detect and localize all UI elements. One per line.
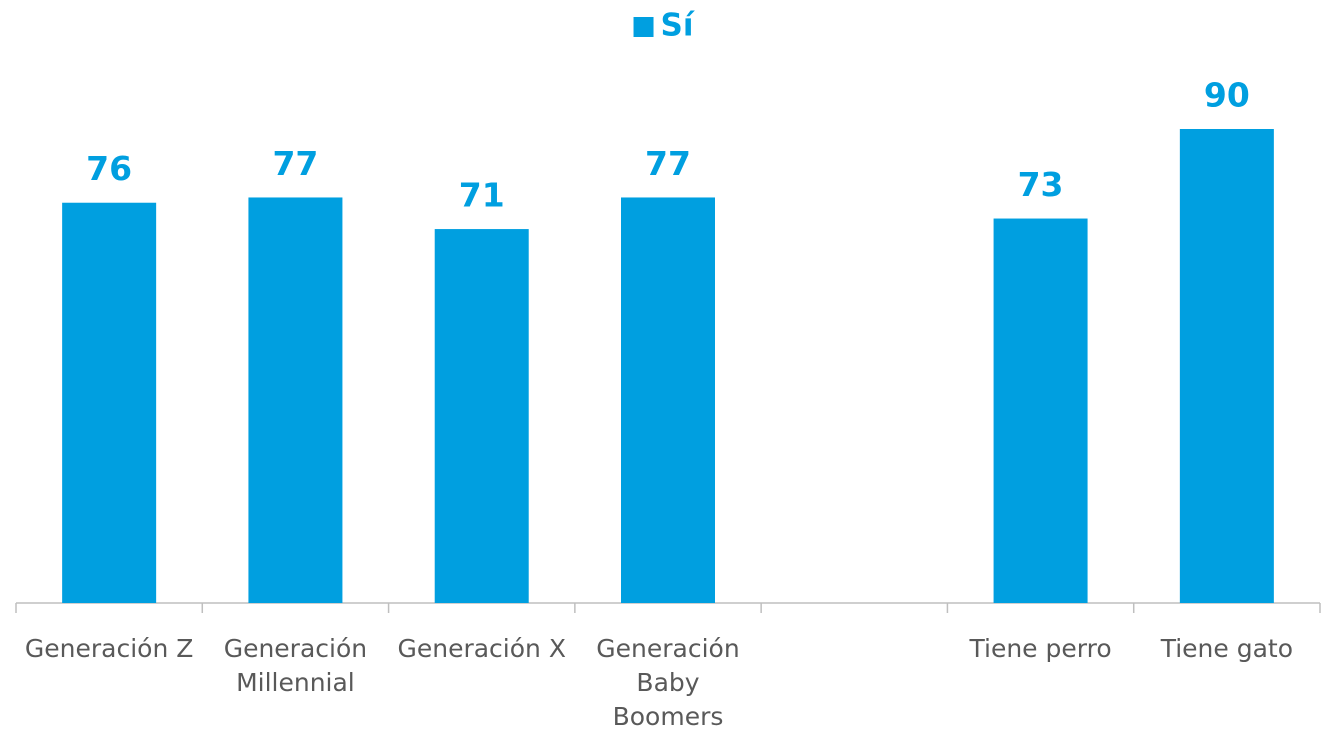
bar	[1179, 129, 1274, 603]
bar	[434, 229, 529, 604]
legend-label: Sí	[661, 8, 695, 44]
bar	[621, 197, 715, 603]
x-tick-label: Generación Baby Boomers	[596, 634, 739, 731]
x-tick-label: Generación Z	[25, 634, 193, 663]
data-label: 76	[86, 149, 132, 188]
data-label: 71	[459, 176, 505, 215]
x-tick-label: Generación Millennial	[224, 634, 367, 697]
data-label: 73	[1018, 165, 1064, 204]
x-tick-label: Tiene perro	[969, 634, 1112, 663]
bar	[62, 202, 157, 603]
bar	[248, 197, 343, 603]
legend: Sí	[633, 8, 695, 44]
legend-swatch	[633, 17, 654, 37]
data-label: 90	[1204, 76, 1250, 115]
x-tick-label: Generación X	[397, 634, 565, 663]
bar	[993, 218, 1088, 604]
data-label: 77	[645, 144, 691, 183]
data-label: 77	[272, 144, 318, 183]
x-tick-label: Tiene gato	[1160, 634, 1293, 663]
